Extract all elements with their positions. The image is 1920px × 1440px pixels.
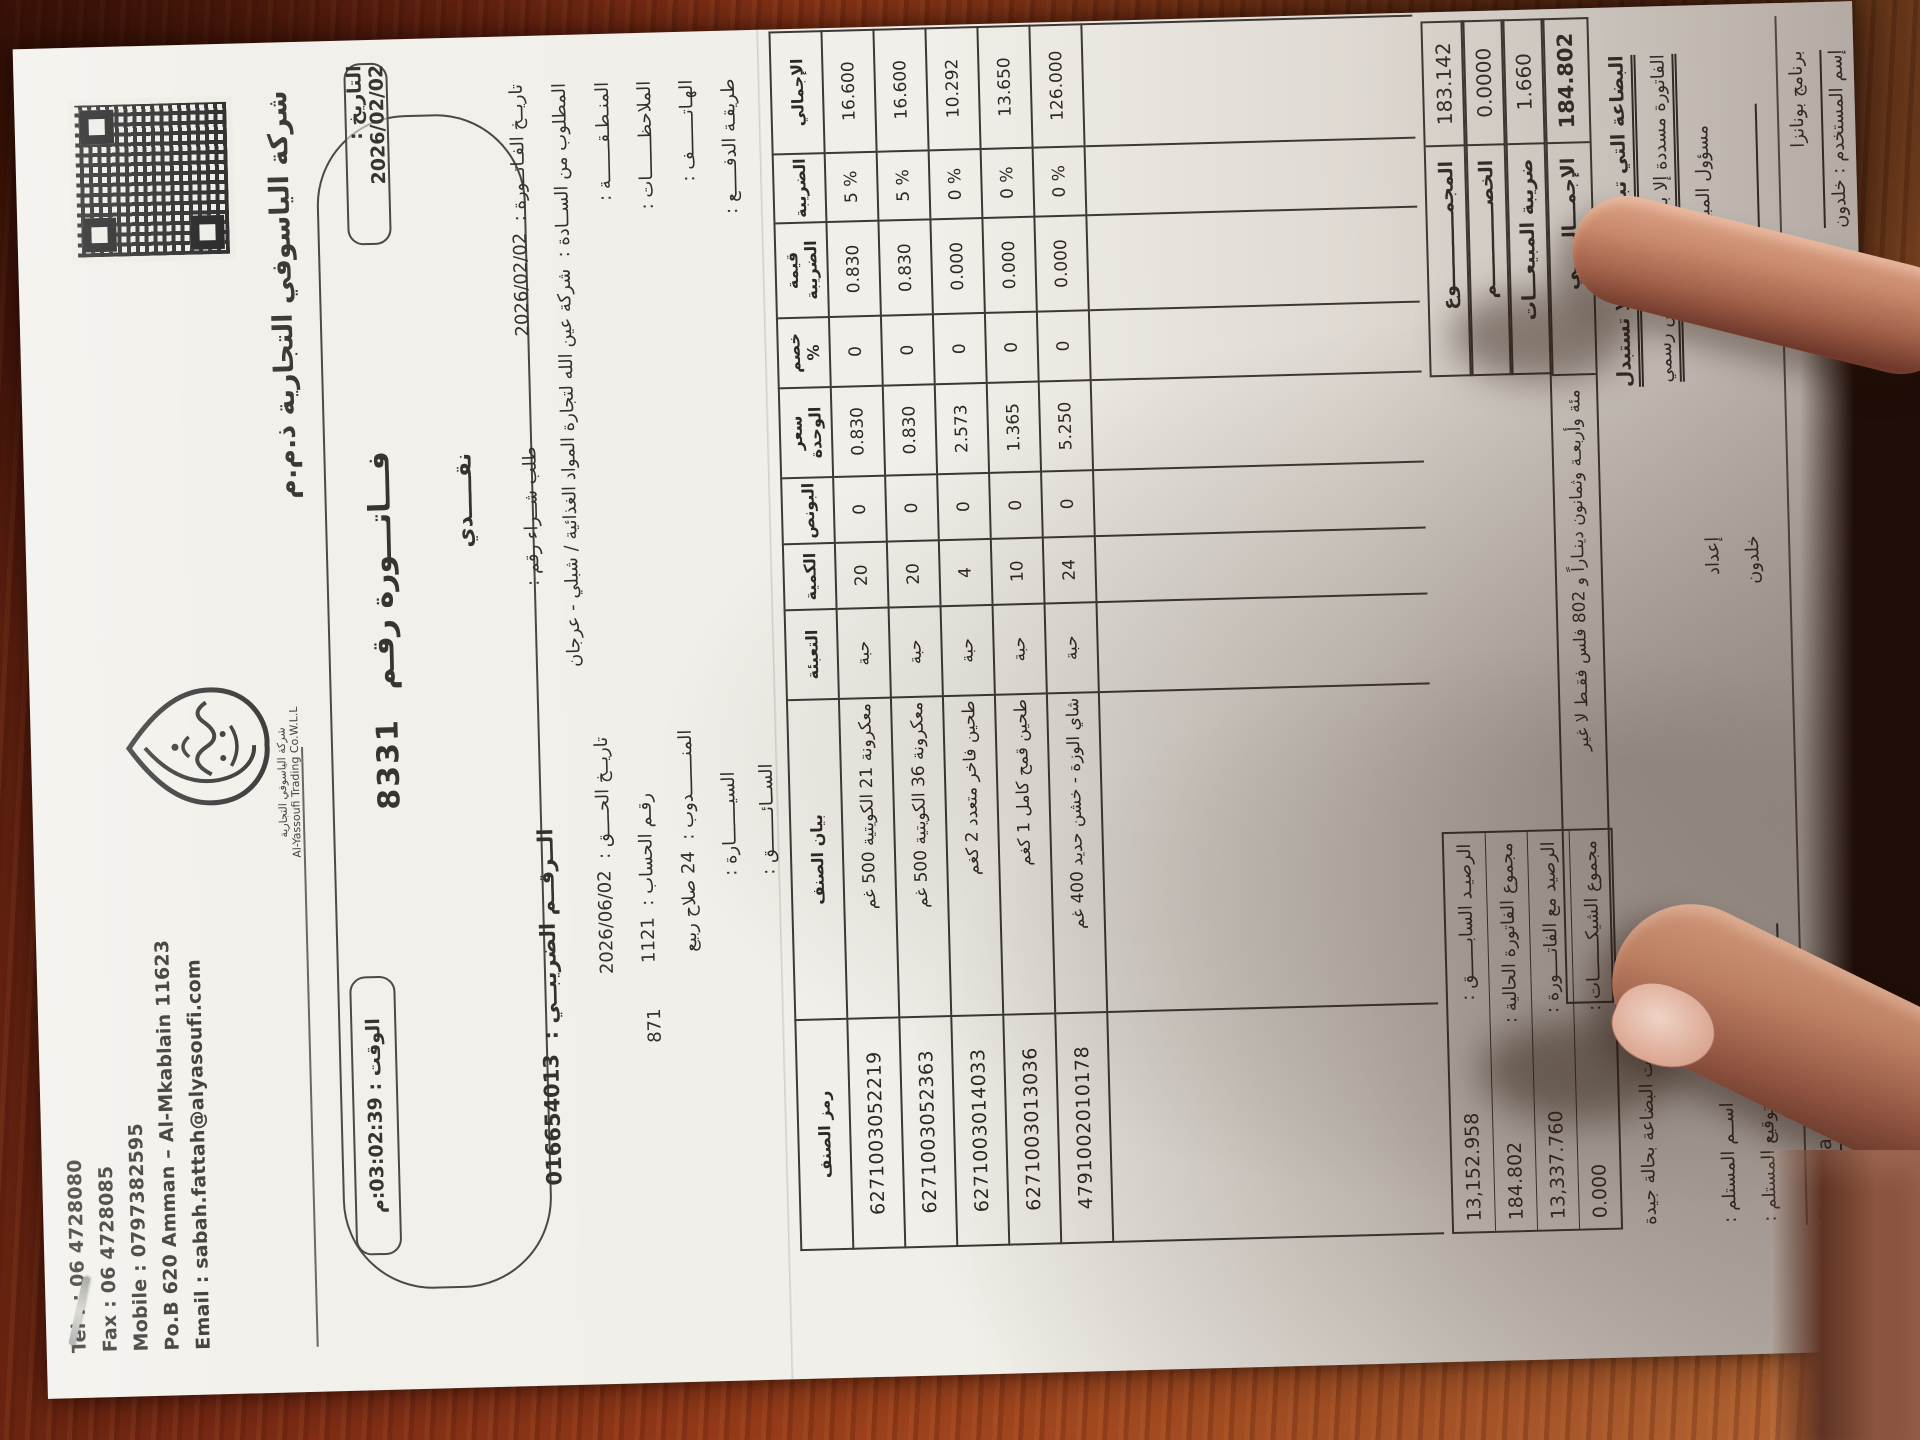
username-line: إسم المستخدم : خلدون: [1819, 49, 1851, 229]
previous-balance-value: 13,152.958: [1460, 1112, 1486, 1222]
finger-shadow: [1450, 290, 1630, 380]
purchase-order-label: طلب شــراء رقم :: [519, 446, 544, 587]
col-unit-price: سعر الوحدة: [778, 387, 834, 479]
account-extra: 871: [643, 1008, 666, 1044]
account-no: 1121: [637, 916, 660, 964]
time-box: الوقت : 03:02:39:م: [349, 975, 403, 1256]
invoice-page: Tel . : 06 4728080 Fax : 06 4728085 Mobi…: [12, 1, 1888, 1399]
col-discount: خصم %: [776, 317, 831, 389]
qr-code: [67, 95, 237, 264]
customer-line: المطلوب من الســادة : شركة عين الله لتجا…: [548, 82, 586, 668]
invoice-number-value: 8331: [370, 717, 408, 811]
col-tax: الضريبة: [772, 152, 827, 224]
logo-caption: شركة الياسوفي التجارية Al-Yassoufi Tradi…: [272, 642, 305, 923]
customer-value: شركة عين الله لتجارة المواد الغذائية / ش…: [553, 268, 586, 668]
col-item-code: رمز الصنف: [795, 1018, 854, 1251]
payment-type-label: طريقـة الدفـــــع :: [717, 78, 743, 215]
items-table: رمز الصنف بيان الصنف التعبئة الكمية البو…: [768, 14, 1445, 1251]
vehicle-label: السيـــــــارة :: [717, 771, 742, 877]
company-logo: [116, 645, 279, 849]
invoice-number-label: فـــاتـــورة رقـم: [361, 450, 403, 691]
account-line: رقـم الحساب : 1121: [634, 792, 660, 964]
driver-label: الســائـــــــق :: [755, 763, 780, 876]
col-tax-value: قيمة الضريبة: [774, 222, 829, 319]
col-total: الإجمالي: [769, 30, 825, 155]
phone-label: الهـاتـــــــف :: [675, 79, 700, 182]
col-packing: التعبئة: [784, 608, 839, 701]
empty-rows-region: [1081, 15, 1445, 1242]
col-qty: الكمية: [782, 542, 837, 611]
due-date-value: 2026/06/02: [594, 870, 619, 975]
col-bonus: البونص: [781, 477, 835, 545]
qr-finder-icon: [82, 217, 117, 253]
sales-tax-value: 1.660: [1502, 20, 1546, 146]
hand-knuckle: [1770, 1150, 1920, 1440]
current-invoice-value: 184.802: [1503, 1141, 1528, 1221]
recipient-name-label: اســم المستلم :: [1716, 1102, 1741, 1224]
payment-method: نقـــــدي: [451, 452, 479, 548]
grand-total-value: 184.802: [1542, 19, 1590, 145]
balance-with-invoice-value: 13,337.760: [1544, 1110, 1570, 1220]
cheques-total-value: 0.000: [1587, 1163, 1612, 1219]
invoice-date-value: 2026/02/02: [509, 232, 534, 337]
qr-finder-icon: [190, 214, 225, 250]
tax-number-value: 016654013: [539, 1053, 567, 1186]
notes-label: الملاحظـــــــات :: [633, 80, 659, 210]
area-label: المنـطـقـــــــة :: [591, 81, 616, 202]
salesman-value: 24 صلاح ربيع: [677, 850, 702, 953]
prepared-by: خلدون: [1741, 535, 1765, 585]
company-name: شركة الياسوفي التجارية ذ.م.م: [261, 89, 304, 500]
date-box: التاريخ : 2026/02/02: [343, 62, 392, 246]
software-name-ar: برنامج بونانزا: [1785, 50, 1809, 149]
hand-mass-shadow: [1800, 340, 1920, 1020]
prepared-label: إعداد: [1701, 536, 1724, 576]
due-date: تاريــخ الحــــق : 2026/06/02: [590, 736, 619, 975]
subtotal-value: 183.142: [1422, 22, 1466, 148]
discount-value: 0.0000: [1462, 21, 1506, 147]
salesman-line: المنـــــــدوب : 24 صلاح ربيع: [674, 729, 702, 953]
header-rule: [301, 746, 319, 1347]
col-item-desc: بيان الصنف: [786, 698, 848, 1021]
qr-finder-icon: [79, 109, 115, 145]
